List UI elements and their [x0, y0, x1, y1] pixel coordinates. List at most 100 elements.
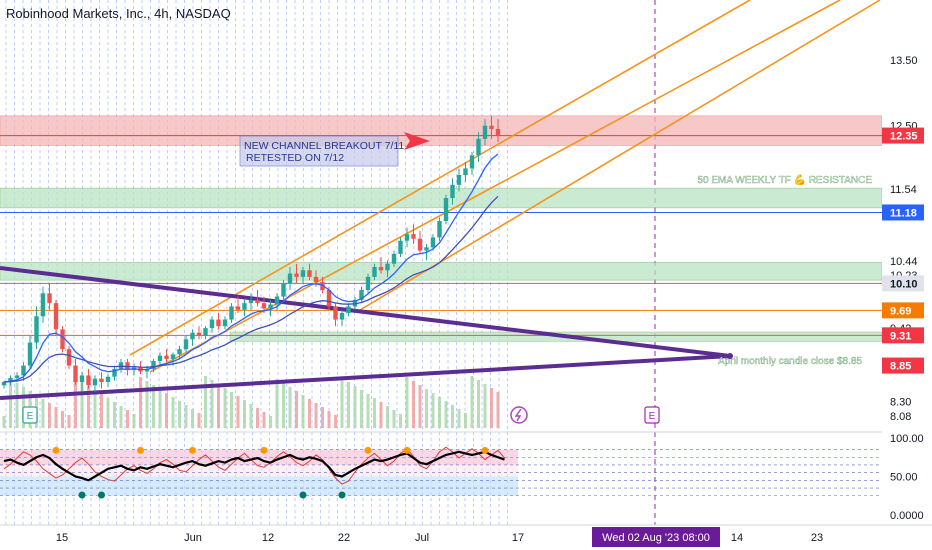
candle-body	[151, 360, 156, 369]
annotation-retest: RETESTED ON 7/12	[246, 152, 344, 164]
volume-bar	[184, 405, 188, 428]
candle-body	[476, 138, 481, 156]
osc-signal-dot	[364, 446, 372, 454]
volume-bar	[67, 415, 71, 428]
candle-body	[456, 175, 462, 185]
candle-body	[66, 349, 72, 366]
volume-bar	[41, 399, 45, 428]
axis-background	[882, 0, 932, 525]
volume-bar	[431, 393, 435, 428]
earnings-marker-label: E	[649, 411, 656, 422]
osc-main-line	[3, 450, 505, 482]
candle-body	[190, 332, 195, 340]
osc-signal-line	[3, 446, 505, 485]
volume-bar	[204, 376, 207, 428]
candle-body	[248, 299, 254, 304]
candle-body	[294, 273, 299, 277]
channel-lower-2	[359, 0, 881, 311]
price-badge-label: 10.10	[890, 278, 918, 290]
price-axis: 13.5012.5011.5410.4410.2310.159.739.428.…	[882, 0, 932, 525]
candle-body	[450, 184, 455, 198]
candle-body	[99, 378, 104, 382]
volume-bar	[119, 406, 123, 428]
candle-body	[300, 270, 306, 277]
apex-dot	[727, 353, 733, 359]
candle-body	[105, 376, 111, 382]
candle-body	[255, 299, 260, 304]
price-badge-label: 12.35	[890, 131, 918, 143]
candle-body	[170, 354, 176, 359]
volume-bar	[438, 397, 441, 428]
candle-body	[235, 306, 241, 310]
arrow-icon	[404, 132, 430, 150]
volume-bar	[48, 403, 51, 428]
volume-bar	[126, 410, 129, 428]
volume-bar	[295, 391, 298, 428]
candles	[1, 115, 501, 392]
volume-bar	[197, 413, 201, 428]
time-tick: 17	[512, 532, 524, 544]
candle-body	[164, 355, 169, 359]
candle-body	[86, 375, 91, 386]
price-badge-label: 9.31	[890, 330, 911, 342]
volume-bar	[477, 380, 480, 428]
annotation-ema-resistance: 50 EMA WEEKLY TF 💪 RESISTANCE	[697, 173, 872, 186]
price-tick: 8.08	[890, 411, 911, 423]
candle-body	[495, 129, 501, 136]
price-badge	[882, 327, 924, 344]
volume-bar	[399, 414, 402, 428]
candle-body	[14, 375, 20, 379]
osc-tick: 100.00	[890, 433, 924, 445]
volume-bar	[171, 397, 175, 428]
volume-bar	[373, 398, 376, 428]
time-tick: 14	[731, 532, 743, 544]
volume-bar	[392, 410, 396, 428]
candle-body	[209, 319, 215, 329]
osc-band	[0, 464, 518, 477]
candle-body	[404, 234, 410, 241]
candle-body	[372, 267, 377, 277]
candle-body	[203, 328, 208, 336]
volume-bar	[139, 377, 142, 428]
volume-bar	[113, 402, 116, 428]
candle-body	[359, 290, 364, 300]
volume-bar	[464, 413, 467, 428]
osc-signal-dot	[189, 446, 196, 454]
volume-bar	[470, 376, 474, 428]
volume-bar	[490, 388, 493, 428]
price-badge	[882, 204, 924, 221]
candle-body	[326, 290, 332, 307]
candle-body	[417, 238, 423, 251]
candle-body	[183, 339, 189, 350]
osc-signal-dot	[299, 491, 307, 499]
candle-body	[391, 253, 397, 264]
candle-body	[196, 332, 202, 336]
volume-bar	[457, 409, 461, 428]
volume-bar	[386, 406, 389, 428]
candle-body	[287, 273, 293, 284]
candle-body	[229, 306, 234, 320]
volume-bar	[451, 405, 454, 428]
volume-bar	[483, 384, 487, 428]
volume-bar	[217, 384, 220, 428]
volume-bar	[496, 392, 500, 428]
candle-body	[21, 365, 26, 376]
candle-body	[365, 276, 371, 290]
volume-bar	[61, 411, 64, 428]
volume-bar	[100, 394, 103, 428]
candle-body	[320, 282, 325, 290]
volume-bar	[191, 409, 194, 428]
time-tick: 12	[262, 532, 274, 544]
crosshair-time-label: Wed 02 Aug '23 08:00	[602, 532, 710, 544]
time-tick: Jul	[415, 532, 429, 544]
price-zone	[0, 262, 883, 281]
candle-body	[463, 168, 468, 175]
candle-body	[112, 368, 117, 377]
price-badge	[882, 275, 924, 292]
volume-bar	[347, 382, 350, 428]
price-zones	[0, 115, 883, 342]
trend-lines	[0, 0, 881, 400]
volume-bar	[74, 378, 77, 428]
time-tick: 23	[811, 532, 823, 544]
